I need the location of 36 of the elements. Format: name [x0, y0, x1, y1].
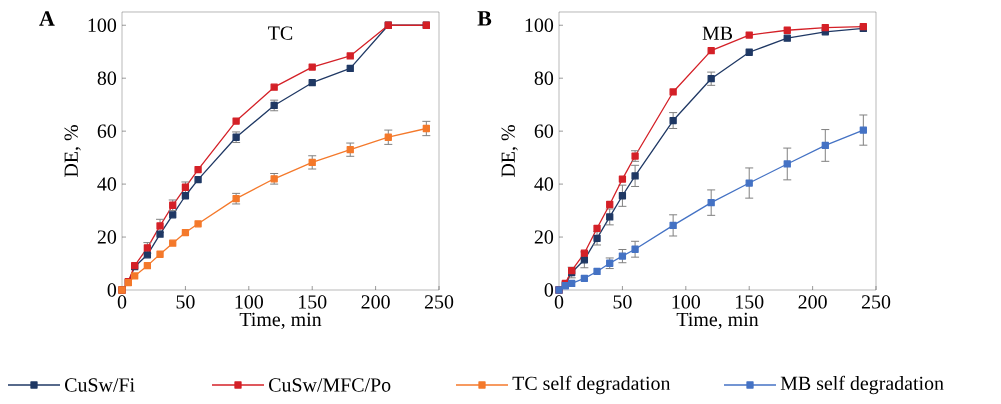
x-tick-label: 200: [361, 295, 390, 309]
x-tick-label: 100: [235, 295, 263, 309]
y-tick-label: 0: [544, 283, 554, 297]
text: A: [39, 11, 55, 26]
x-axis-title: Time, min: [239, 312, 322, 330]
y-tick-label: 20: [534, 230, 554, 244]
legend-label: CuSw/Fi: [65, 378, 135, 392]
y-tick-label: 100: [525, 18, 554, 32]
y-tick-label: 40: [534, 177, 554, 191]
legend-label: CuSw/MFC/Po: [269, 378, 391, 392]
x-tick-label: 100: [672, 295, 700, 309]
text: MB: [702, 26, 733, 40]
x-tick-label: 250: [861, 295, 891, 309]
y-tick-label: 60: [97, 124, 117, 138]
text: TC: [268, 26, 293, 40]
y-tick-label: 0: [107, 283, 117, 297]
x-tick-label: 150: [299, 295, 327, 309]
x-tick-label: 150: [736, 295, 764, 309]
legend-label: MB self degradation: [780, 375, 944, 395]
x-tick-label: 0: [117, 295, 127, 309]
y-tick-label: 80: [534, 71, 554, 85]
y-tick-label: 20: [97, 230, 117, 244]
x-tick-label: 50: [176, 295, 195, 309]
x-tick-label: 50: [613, 295, 632, 309]
x-tick-label: 0: [554, 295, 564, 309]
text: B: [477, 11, 492, 26]
x-tick-label: 250: [424, 295, 454, 309]
x-tick-label: 200: [798, 295, 827, 309]
y-tick-label: 60: [534, 124, 554, 138]
y-tick-label: 80: [97, 71, 117, 85]
y-axis-title: DE, %: [64, 125, 81, 177]
legend-label: TC self degradation: [512, 375, 671, 395]
y-tick-label: 100: [88, 18, 117, 32]
x-axis-title: Time, min: [676, 312, 759, 330]
y-axis-title: DE, %: [501, 125, 518, 177]
y-tick-label: 40: [97, 177, 117, 191]
